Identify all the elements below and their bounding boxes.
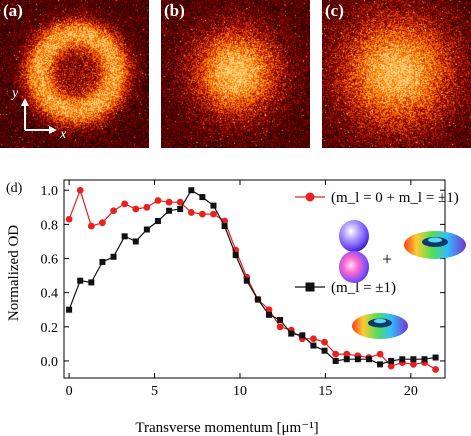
data-point-square — [188, 187, 195, 194]
plus-sign: + — [382, 249, 392, 269]
data-point-square — [154, 217, 161, 224]
torus-orbital-icon-2 — [352, 313, 408, 339]
legend-item-series-2: (m_l = ±1) — [295, 280, 396, 296]
data-point-square — [99, 258, 106, 265]
data-point-circle — [165, 198, 173, 206]
legend-label-1: (m_l = 0 + m_l = ±1) — [331, 190, 459, 206]
axis-y-label: y — [10, 86, 19, 101]
data-point-square — [310, 342, 317, 349]
y-tick-label: 0.2 — [41, 321, 59, 336]
data-point-circle — [332, 350, 340, 358]
data-point-circle — [198, 210, 206, 218]
data-point-square — [399, 356, 406, 363]
data-point-square — [232, 252, 239, 259]
data-point-square — [166, 207, 173, 214]
data-point-square — [266, 311, 273, 318]
data-point-square — [432, 354, 439, 361]
data-point-square — [421, 356, 428, 363]
data-point-circle — [76, 186, 84, 194]
data-point-square — [321, 347, 328, 354]
data-point-square — [210, 202, 217, 209]
chart-d: (d) 0 5 10 15 20 0.0 0.2 0.4 0.6 0.8 1.0 Normalize… — [6, 179, 466, 436]
data-point-square — [410, 356, 417, 363]
y-axis-label: Normalized OD — [6, 225, 22, 321]
legend-marker-circle — [305, 192, 315, 202]
data-point-circle — [376, 350, 384, 358]
panel-label-b: (b) — [164, 1, 185, 20]
data-point-square — [143, 226, 150, 233]
data-point-square — [121, 233, 128, 240]
data-point-square — [221, 223, 228, 230]
y-tick-label: 1.0 — [41, 184, 59, 199]
data-point-circle — [187, 209, 195, 216]
plot-frame — [63, 179, 446, 379]
data-point-circle — [154, 197, 162, 204]
x-tick-label: 0 — [66, 384, 73, 399]
x-tick-label: 5 — [151, 384, 158, 399]
y-tick-label: 0.4 — [41, 287, 59, 302]
data-point-circle — [132, 205, 140, 213]
data-point-square — [377, 361, 384, 368]
data-point-square — [332, 357, 339, 364]
y-tick-label: 0.8 — [41, 218, 59, 233]
panel-label-d: (d) — [6, 181, 23, 196]
data-point-circle — [343, 350, 351, 358]
data-point-square — [88, 279, 95, 286]
data-point-circle — [176, 198, 184, 206]
image-panel-b: (b) — [161, 0, 310, 148]
p-orbital-icon — [339, 220, 369, 283]
data-point-square — [77, 277, 84, 284]
series-line-2 — [68, 189, 436, 365]
data-point-square — [66, 306, 73, 313]
data-point-square — [132, 238, 139, 245]
y-tick-label: 0.6 — [41, 253, 59, 268]
legend: (m_l = 0 + m_l = ±1) (m_l = ±1) — [295, 190, 459, 296]
x-tick-label: 15 — [318, 384, 332, 399]
data-point-square — [243, 277, 250, 284]
data-point-square — [343, 356, 350, 363]
data-point-square — [199, 194, 206, 201]
data-point-circle — [110, 207, 117, 215]
y-tick-label: 0.0 — [41, 355, 59, 370]
data-point-circle — [210, 210, 217, 218]
data-point-circle — [99, 219, 106, 227]
x-tick-label: 20 — [404, 384, 418, 399]
axis-x-label: x — [59, 127, 67, 142]
image-panel-c: (c) — [322, 0, 471, 148]
data-point-square — [254, 296, 261, 303]
series-line-1 — [68, 188, 436, 371]
data-point-square — [299, 332, 306, 339]
image-panel-a: (a) y x — [0, 0, 149, 148]
x-axis-label: Transverse momentum [μm⁻¹] — [135, 420, 318, 436]
data-point-circle — [87, 222, 95, 230]
data-point-circle — [409, 360, 417, 368]
data-point-circle — [265, 306, 273, 314]
panel-label-a: (a) — [3, 1, 23, 20]
data-point-square — [277, 316, 284, 323]
data-point-circle — [143, 203, 151, 211]
data-point-circle — [276, 323, 284, 331]
data-point-square — [110, 253, 117, 260]
data-point-square — [354, 356, 361, 363]
torus-orbital-icon-1 — [404, 231, 466, 259]
panel-label-c: (c) — [325, 1, 344, 20]
data-point-circle — [321, 338, 328, 346]
absorption-image-b — [161, 0, 310, 148]
data-point-square — [388, 357, 395, 364]
legend-label-2: (m_l = ±1) — [331, 280, 396, 296]
data-point-square — [288, 330, 295, 337]
data-point-square — [365, 356, 372, 363]
xy-axes-inset: y x — [10, 86, 67, 142]
data-point-circle — [121, 200, 129, 208]
legend-marker-square — [305, 282, 315, 292]
data-point-circle — [310, 335, 317, 343]
legend-item-series-1: (m_l = 0 + m_l = ±1) — [295, 190, 459, 206]
absorption-image-c — [322, 0, 471, 148]
data-point-circle — [387, 362, 395, 370]
x-tick-label: 10 — [233, 384, 247, 399]
data-point-circle — [65, 215, 73, 223]
data-point-circle — [432, 366, 440, 373]
data-point-square — [177, 206, 184, 213]
